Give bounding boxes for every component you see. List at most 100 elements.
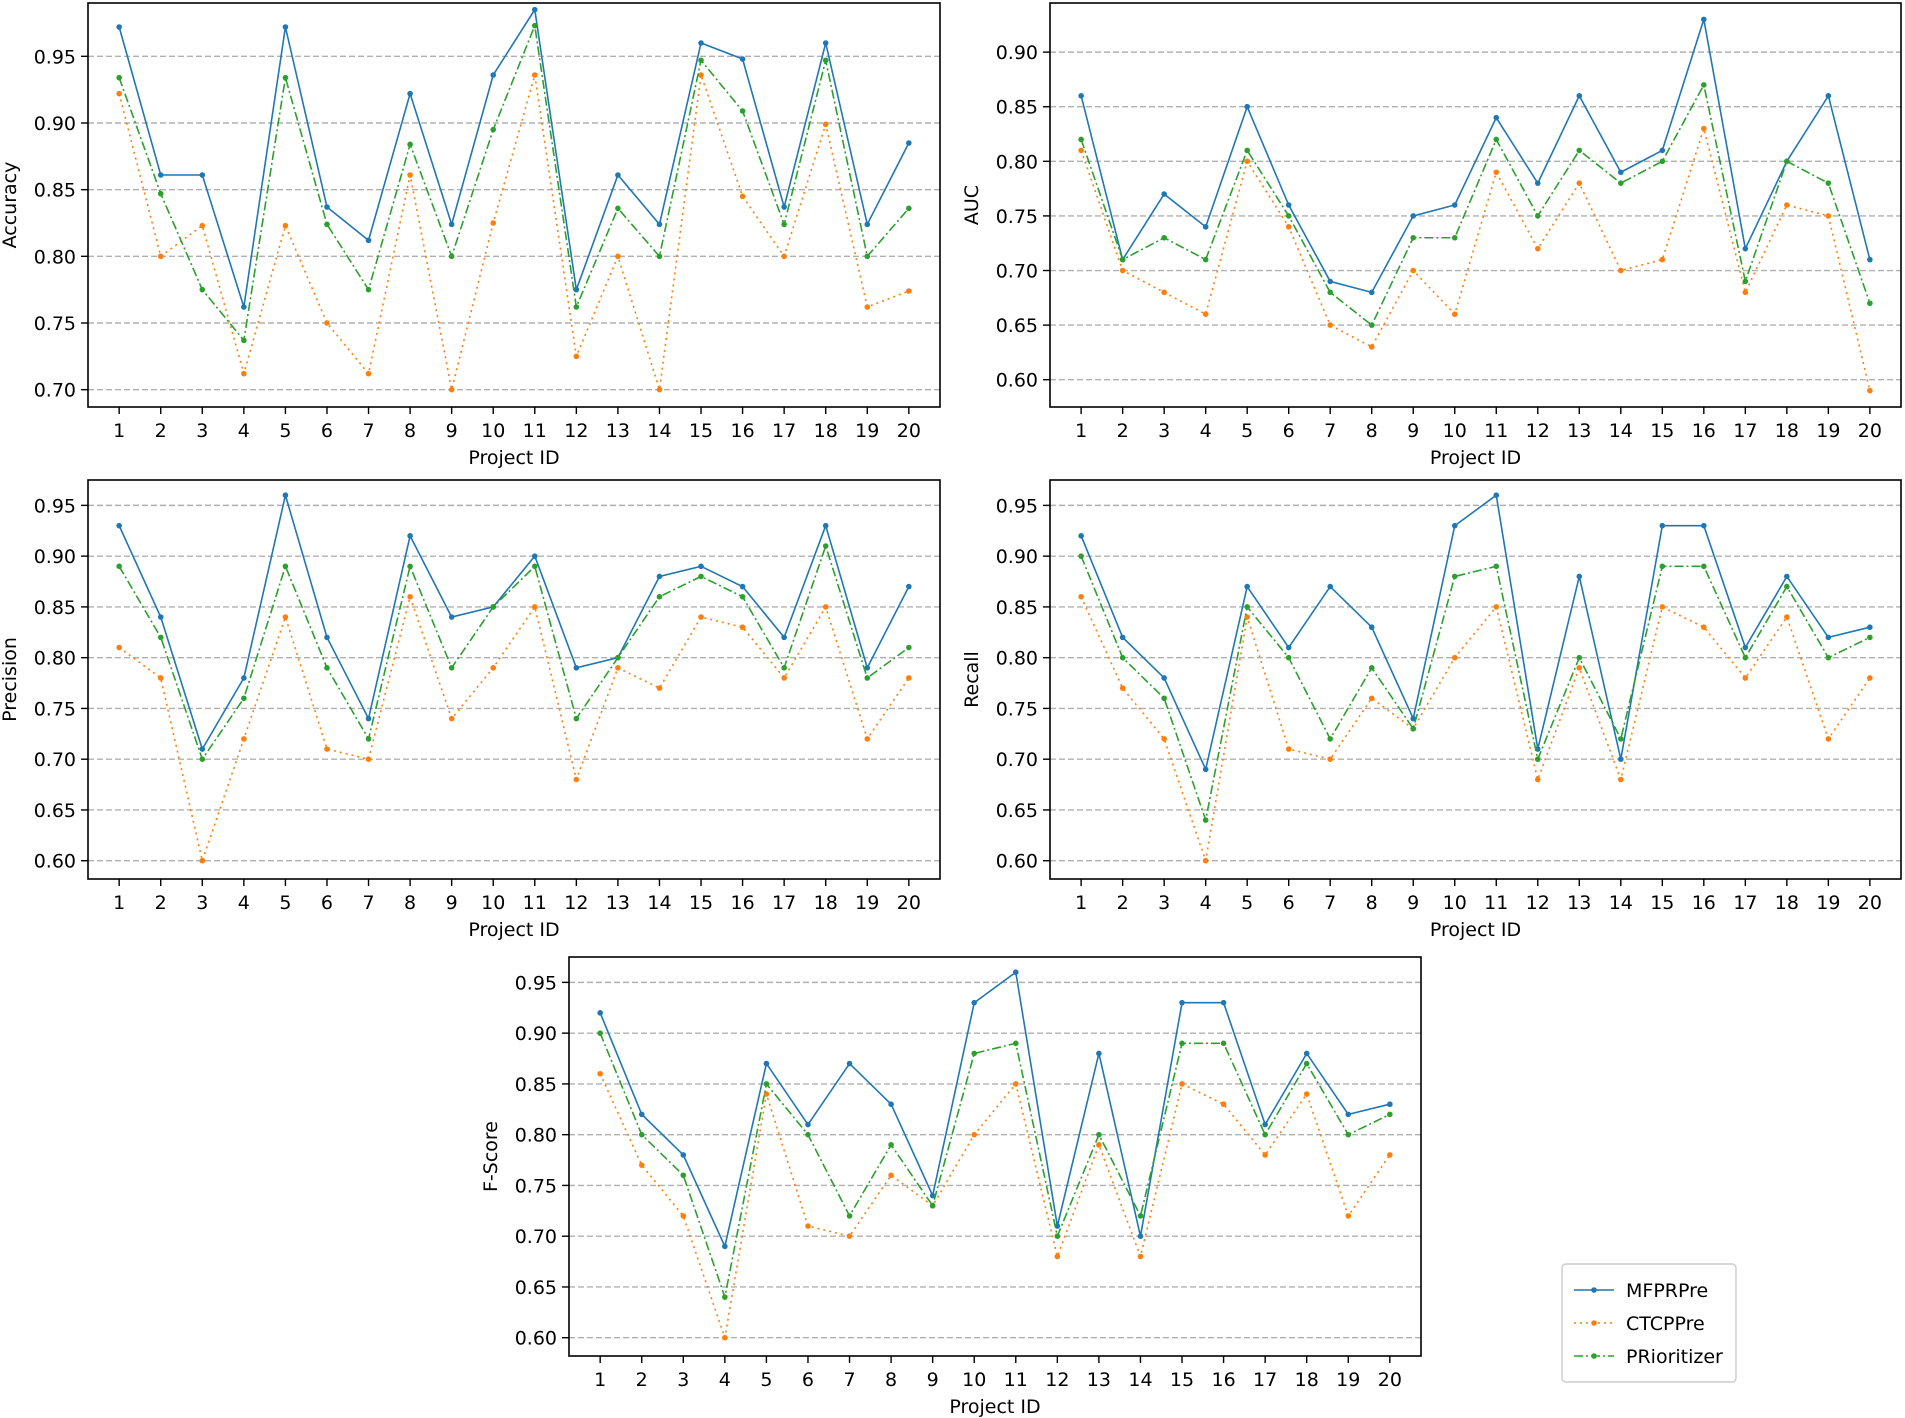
x-tick-label: 6: [321, 420, 333, 442]
data-point-mfprpre: [1096, 1050, 1102, 1057]
data-point-prioritizer: [1202, 817, 1209, 823]
data-point-prioritizer: [1303, 1060, 1310, 1067]
x-tick-label: 18: [1775, 892, 1799, 914]
data-point-ctcppre: [1867, 387, 1873, 394]
data-point-mfprpre: [407, 90, 413, 97]
data-point-ctcppre: [1078, 593, 1084, 600]
data-point-prioritizer: [1701, 82, 1707, 88]
data-point-mfprpre: [1202, 766, 1209, 773]
x-axis-label: Project ID: [468, 919, 559, 941]
x-tick-label: 20: [1378, 1369, 1402, 1391]
data-point-ctcppre: [116, 644, 122, 651]
x-tick-label: 14: [647, 892, 671, 914]
x-tick-label: 15: [1650, 892, 1674, 914]
data-point-ctcppre: [781, 253, 787, 260]
data-point-prioritizer: [1285, 213, 1292, 219]
data-point-ctcppre: [1096, 1142, 1102, 1148]
data-point-prioritizer: [531, 563, 538, 570]
data-point-ctcppre: [241, 370, 247, 377]
data-point-prioritizer: [1784, 583, 1790, 590]
data-point-mfprpre: [1410, 213, 1417, 219]
series-line-prioritizer: [1080, 555, 1871, 824]
data-point-prioritizer: [1368, 665, 1375, 671]
data-point-mfprpre: [698, 563, 704, 570]
data-point-ctcppre: [1867, 675, 1873, 681]
y-tick-label: 0.80: [34, 246, 76, 268]
data-point-ctcppre: [573, 353, 580, 360]
x-tick-label: 7: [362, 892, 374, 914]
data-point-ctcppre: [199, 222, 206, 229]
series-line-mfprpre: [1080, 493, 1871, 772]
data-point-mfprpre: [805, 1121, 811, 1128]
data-point-mfprpre: [1119, 634, 1126, 641]
data-point-mfprpre: [1161, 675, 1167, 681]
data-point-prioritizer: [1119, 256, 1126, 263]
data-point-mfprpre: [407, 533, 413, 539]
data-point-mfprpre: [282, 492, 289, 499]
x-axis-label: Project ID: [949, 1396, 1040, 1418]
data-point-ctcppre: [199, 857, 206, 864]
data-point-prioritizer: [1659, 563, 1666, 570]
data-point-mfprpre: [864, 665, 871, 671]
legend-label: PRioritizer: [1626, 1346, 1723, 1368]
data-point-prioritizer: [1220, 1040, 1227, 1047]
auc-chart: 0.600.650.700.750.800.850.901 2 3 4 5 6 7 8 9 10 1…: [961, 2, 1902, 469]
plot-frame: [568, 956, 1422, 1357]
data-point-prioritizer: [1244, 147, 1250, 154]
data-point-mfprpre: [1742, 644, 1749, 651]
y-tick-label: 0.90: [515, 1023, 557, 1045]
x-tick-label: 16: [1211, 1369, 1235, 1391]
x-tick-label: 13: [1087, 1369, 1111, 1391]
series-line-mfprpre: [118, 492, 910, 752]
data-point-mfprpre: [1617, 756, 1624, 762]
x-tick-label: 12: [1045, 1369, 1069, 1391]
y-axis-label: Precision: [0, 637, 21, 722]
data-point-ctcppre: [490, 665, 497, 671]
data-point-ctcppre: [656, 386, 663, 393]
x-tick-label: 19: [855, 892, 879, 914]
data-point-prioritizer: [846, 1213, 853, 1219]
data-point-ctcppre: [1244, 614, 1250, 620]
x-tick-label: 20: [897, 420, 921, 442]
data-point-mfprpre: [1078, 93, 1084, 99]
data-point-prioritizer: [656, 593, 663, 600]
data-point-mfprpre: [116, 24, 122, 30]
data-point-prioritizer: [490, 126, 497, 133]
series-line-mfprpre: [1080, 19, 1871, 294]
data-point-prioritizer: [864, 675, 871, 681]
x-tick-label: 2: [155, 420, 167, 442]
data-point-mfprpre: [1262, 1121, 1268, 1128]
data-point-mfprpre: [1576, 573, 1583, 580]
data-point-ctcppre: [1617, 776, 1624, 783]
data-point-mfprpre: [1220, 999, 1227, 1006]
data-point-prioritizer: [739, 593, 746, 600]
data-point-prioritizer: [490, 604, 497, 610]
data-point-prioritizer: [1368, 322, 1375, 328]
data-point-prioritizer: [1451, 234, 1458, 241]
data-point-prioritizer: [1078, 553, 1084, 559]
data-point-mfprpre: [781, 634, 787, 641]
y-tick-label: 0.80: [996, 648, 1038, 670]
data-point-mfprpre: [324, 634, 330, 641]
data-point-prioritizer: [698, 57, 704, 64]
legend-marker-mfprpre: [1591, 1287, 1597, 1293]
data-point-mfprpre: [1659, 522, 1666, 529]
x-tick-label: 7: [1324, 420, 1336, 442]
x-tick-label: 3: [677, 1369, 689, 1391]
y-tick-label: 0.65: [996, 315, 1038, 337]
data-point-prioritizer: [407, 141, 413, 148]
data-point-prioritizer: [763, 1081, 770, 1087]
data-point-prioritizer: [365, 736, 372, 742]
x-tick-label: 15: [689, 892, 713, 914]
data-point-mfprpre: [1451, 522, 1458, 529]
y-tick-label: 0.95: [34, 495, 76, 517]
data-point-ctcppre: [365, 756, 372, 762]
data-point-ctcppre: [680, 1213, 687, 1219]
y-axis-label: AUC: [961, 185, 983, 225]
data-point-ctcppre: [490, 220, 497, 226]
data-point-ctcppre: [1327, 322, 1334, 328]
data-point-prioritizer: [1078, 136, 1084, 143]
x-tick-label: 16: [730, 420, 754, 442]
data-point-mfprpre: [1244, 583, 1250, 590]
x-tick-label: 18: [814, 892, 838, 914]
